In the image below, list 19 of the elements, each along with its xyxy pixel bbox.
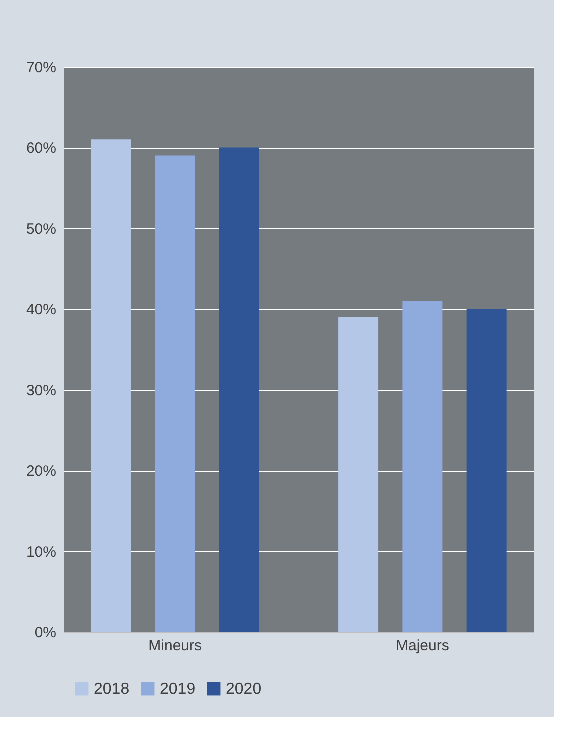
- y-tick-label: 40%: [26, 302, 56, 319]
- y-tick-label: 20%: [26, 463, 56, 480]
- y-tick-label: 0%: [34, 624, 56, 642]
- y-tick-label: 70%: [26, 60, 56, 76]
- legend-label: 2020: [226, 681, 262, 698]
- bar: [155, 156, 196, 632]
- bar: [466, 309, 507, 632]
- y-tick-label: 60%: [26, 140, 56, 158]
- y-tick-label: 10%: [26, 544, 56, 561]
- bar: [91, 140, 132, 632]
- bar: [338, 317, 379, 632]
- x-tick-label: Mineurs: [148, 638, 202, 654]
- x-tick-label: Majeurs: [396, 638, 450, 654]
- y-tick-label: 50%: [26, 220, 56, 238]
- bar: [219, 148, 260, 632]
- bar: [402, 301, 443, 632]
- legend-label: 2018: [94, 681, 130, 698]
- y-tick-label: 30%: [26, 382, 56, 400]
- legend-label: 2019: [160, 681, 196, 698]
